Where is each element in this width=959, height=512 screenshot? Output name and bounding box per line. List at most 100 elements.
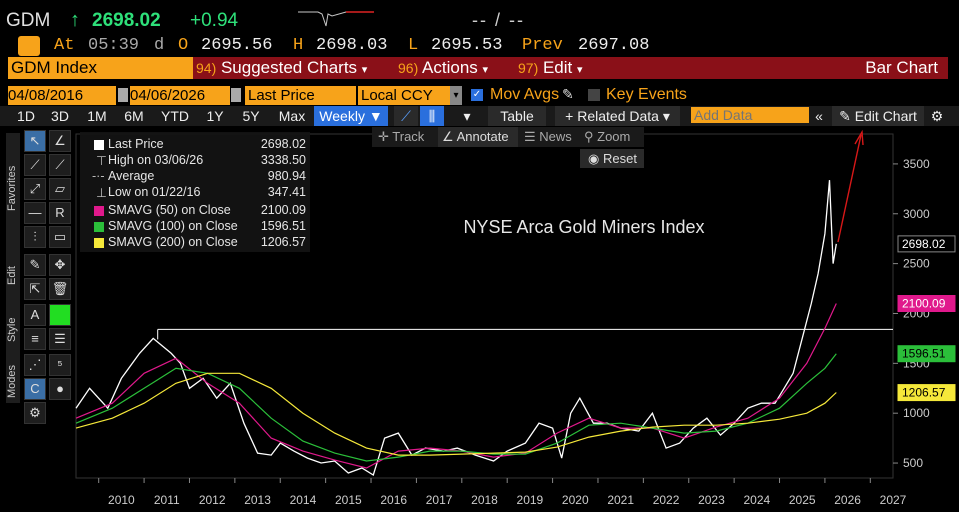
calendar-icon[interactable] [231,88,241,102]
settings-gear-icon[interactable]: ⚙ [24,402,46,424]
price-chart[interactable]: 2010 2011 2012 2013 2014 2015 2016 2017 2018 2019… [0,126,959,512]
add-data-input[interactable] [691,107,809,123]
prev-label: Prev [522,36,563,55]
line-weight-icon[interactable]: ≡ [24,328,46,350]
x-tick-label: 2013 [244,493,271,507]
table-button[interactable]: Table [488,106,546,126]
annotate-icon[interactable]: ∠ [49,130,71,152]
period-max[interactable]: Max [278,108,306,124]
ray-icon[interactable]: ⟋ [49,154,71,176]
tab-style[interactable]: Style [6,317,18,343]
period-1d[interactable]: 1D [17,108,35,124]
legend-item: SMAVG (50) on Close 2100.09 [88,203,306,218]
currency-select[interactable]: Local CCY [358,86,451,105]
menu-bar: GDM Index 94) Suggested Charts ▾ 96) Act… [8,57,948,79]
segment-icon[interactable]: ⤢ [24,178,46,200]
calendar-icon[interactable] [118,88,128,102]
price-label: 2698.02 [902,237,946,251]
track-button[interactable]: ✛ Track [378,127,424,147]
period-1y[interactable]: 1Y [206,108,224,124]
period-3d[interactable]: 3D [51,108,69,124]
price-label-box [897,345,956,363]
actions-num: 96) [398,60,419,76]
legend-value: 3338.50 [260,153,306,167]
news-label: News [539,129,572,144]
period-ytd[interactable]: YTD [161,108,189,124]
legend-item: ⊥ Low on 01/22/16 347.41 [88,185,306,200]
bar-chart-icon[interactable]: ⫼ [420,106,444,126]
track-label: Track [392,129,425,144]
related-label: Related Data [577,108,659,124]
chevron-down-icon[interactable]: ▾ [463,108,471,124]
pencil-icon[interactable]: ✎ [562,86,574,102]
key-events-checkbox[interactable] [588,89,600,101]
snap-icon[interactable]: ⁵ [49,354,71,376]
chart-type[interactable]: Bar Chart [865,58,938,77]
period-1m[interactable]: 1M [87,108,107,124]
x-tick-label: 2026 [834,493,861,507]
x-tick-label: 2021 [607,493,634,507]
legend-value: 1206.57 [260,235,306,249]
legend-label: High on 03/06/26 [108,153,204,167]
collapse-icon[interactable]: « [815,108,823,124]
edit-menu[interactable]: 97) Edit ▾ [518,57,583,79]
start-date[interactable]: 04/08/2016 [8,86,116,105]
side-tabs: Favorites Edit Style Modes [6,133,20,403]
select-icon[interactable]: ⇱ [24,278,46,300]
period-5y[interactable]: 5Y [242,108,260,124]
chevron-down-icon[interactable]: ▾ [450,86,462,105]
fib-icon[interactable]: ⫶ [24,226,46,248]
annotate-button[interactable]: ∠ Annotate [438,127,518,147]
line-chart-icon[interactable]: ⟋ [394,106,418,126]
period-6m[interactable]: 6M [124,108,144,124]
x-tick-label: 2018 [471,493,498,507]
x-tick-label: 2012 [199,493,226,507]
actions-menu[interactable]: 96) Actions ▾ [398,57,488,79]
x-tick-label: 2010 [108,493,135,507]
frequency-select[interactable]: Weekly ▼ [314,106,388,126]
line-style-icon[interactable]: ☰ [49,328,71,350]
gear-icon[interactable]: ⚙ [930,108,944,124]
suggested-charts-menu[interactable]: 94) Suggested Charts ▾ [196,57,367,79]
tab-edit[interactable]: Edit [6,266,18,286]
search-icon: ⚲ [584,129,598,144]
color-icon[interactable] [49,304,71,326]
dropdown-icon: ▾ [577,64,583,76]
field-select[interactable]: Last Price [245,86,356,105]
rectangle-icon[interactable]: ▭ [49,226,71,248]
edit-chart-label: Edit Chart [854,108,917,124]
clock-icon[interactable] [18,36,40,56]
edit-chart-button[interactable]: ✎ Edit Chart [832,106,924,126]
drawing-tools: ↖ ∠ ⟋ ⟋ ⤢ ▱ — R ⫶ ▭ ✎ ✥ ⇱ 🗑 A ≡ ☰ ⋰ ⁵ C … [24,130,74,426]
retracement-icon[interactable]: R [49,202,71,224]
horizontal-line-icon[interactable]: — [24,202,46,224]
reset-button[interactable]: ◉ Reset [580,149,644,168]
y-tick-label: 3500 [903,157,930,171]
x-tick-label: 2016 [380,493,407,507]
price-label-box [897,294,956,312]
line-icon[interactable]: ⟋ [24,154,46,176]
tab-modes[interactable]: Modes [6,364,18,398]
trash-icon[interactable]: 🗑 [49,278,71,300]
channel-icon[interactable]: ▱ [49,178,71,200]
security-field[interactable]: GDM Index [8,57,193,79]
magnet-icon[interactable]: C [24,378,46,400]
swatch [94,140,104,150]
end-date[interactable]: 04/06/2026 [130,86,230,105]
average-marker-icon: -·- [92,169,105,183]
prev-value: 2697.08 [578,36,650,55]
pen-icon[interactable]: ✎ [24,254,46,276]
news-button[interactable]: ☰ News [524,127,572,147]
crosshair-mode-icon[interactable]: ⋰ [24,354,46,376]
move-icon[interactable]: ✥ [49,254,71,276]
series-line-smavg-200 [75,372,837,456]
font-icon[interactable]: A [24,304,46,326]
legend-label: Last Price [108,137,164,151]
related-data-button[interactable]: + Related Data ▾ [555,106,680,126]
mov-avgs-checkbox[interactable]: ✓ [471,89,483,101]
colors-icon[interactable]: ● [49,378,71,400]
zoom-button[interactable]: ⚲ Zoom [584,127,630,147]
cursor-icon[interactable]: ↖ [24,130,46,152]
zoom-label: Zoom [597,129,631,144]
tab-favorites[interactable]: Favorites [6,165,18,211]
